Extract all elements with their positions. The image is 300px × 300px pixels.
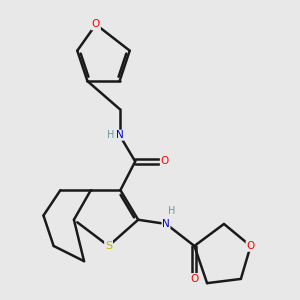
Text: N: N [162, 219, 170, 229]
Text: O: O [247, 241, 255, 251]
Text: S: S [105, 241, 112, 251]
Text: H: H [107, 130, 115, 140]
Text: O: O [92, 20, 100, 29]
Text: O: O [190, 274, 199, 284]
Text: H: H [168, 206, 175, 215]
Text: N: N [116, 130, 123, 140]
Text: O: O [161, 156, 169, 167]
